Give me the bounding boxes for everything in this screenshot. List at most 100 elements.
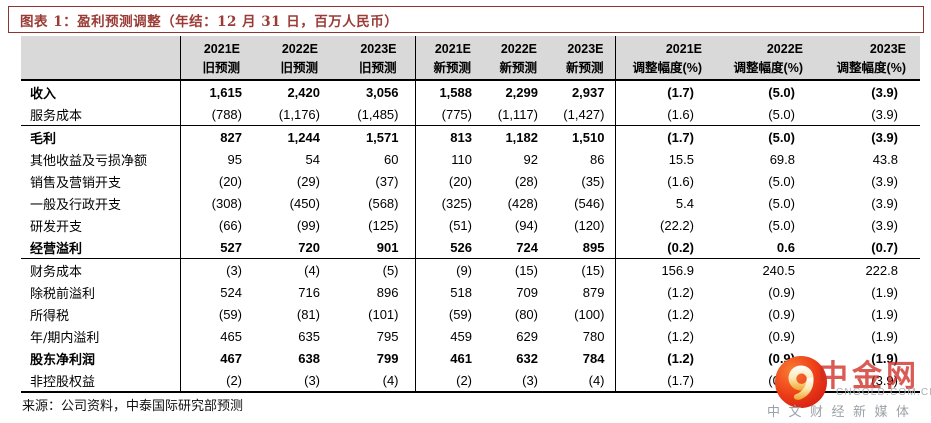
watermark-tagline: 中文财经新媒体 <box>767 404 918 419</box>
header-old-2022E: 2022E 旧预测 <box>258 36 336 81</box>
source-note: 来源：公司资料，中泰国际研究部预测 <box>22 399 244 414</box>
cell-value: 2,937 <box>571 84 605 100</box>
cell-value: (5.0) <box>768 217 795 233</box>
header-old-2023E: 2023E 旧预测 <box>336 36 415 81</box>
cell-value: (35) <box>581 173 605 189</box>
cell-value: (29) <box>296 173 320 189</box>
cell-value: 60 <box>384 151 399 167</box>
cell-value: 879 <box>582 284 605 300</box>
cell-value: (1.9) <box>871 328 898 344</box>
table-row: 其他收益及亏损净额 95 54 60 110 92 86 15.5 69.8 43.8 <box>21 148 920 170</box>
cell-value: 709 <box>516 284 538 300</box>
cell-value: 156.9 <box>614 258 716 281</box>
table-row: 毛利 827 1,244 1,571 813 1,182 1,510 (1.7) (5.0) (3… <box>21 125 920 148</box>
cell-value: 632 <box>516 350 538 366</box>
cell-value: 780 <box>582 328 605 344</box>
cell-value: 5.4 <box>614 192 716 214</box>
cell-value: (3.9) <box>871 84 898 100</box>
cell-value: (546) <box>574 195 605 211</box>
header-adj-2022E: 2022E 调整幅度(%) <box>716 36 817 81</box>
cell-value: (1.2) <box>614 347 716 369</box>
table-row: 一般及行政开支 (308) (450) (568) (325) (428) (546) 5.4… <box>21 192 920 214</box>
cell-value: (22.2) <box>614 214 716 236</box>
cell-value: 92 <box>523 151 538 167</box>
cell-value: (59) <box>179 303 258 325</box>
cell-value: (37) <box>375 173 399 189</box>
table-body: 收入 1,615 2,420 3,056 1,588 2,299 2,937 (1.7) (5.… <box>21 80 920 393</box>
cell-value: (788) <box>179 103 258 126</box>
cell-value: (1.6) <box>614 170 716 192</box>
cell-value: (4) <box>336 369 415 393</box>
cell-value: 716 <box>298 284 320 300</box>
cell-value: (120) <box>574 217 605 233</box>
cell-value: 69.8 <box>769 151 795 167</box>
cell-value: 467 <box>179 347 258 369</box>
header-adj-2021E: 2021E 调整幅度(%) <box>614 36 716 81</box>
table-row: 非控股权益(2)(3)(4)(2)(3)(4)(1.7)(0.9)(3.9) <box>21 369 920 393</box>
cell-value: (3.9) <box>871 129 898 145</box>
cell-value: (4) <box>304 262 320 278</box>
cell-value: (3.9) <box>817 369 920 393</box>
cell-value: 3,056 <box>365 84 399 100</box>
cell-value: 222.8 <box>865 262 898 278</box>
cell-value: (775) <box>414 103 482 126</box>
cell-value: (4) <box>548 369 615 393</box>
cell-value: 2,420 <box>287 84 320 100</box>
cell-value: 1,571 <box>365 129 399 145</box>
cell-value: 95 <box>179 148 258 170</box>
cell-value: 901 <box>336 236 415 259</box>
cell-value: (81) <box>296 306 320 322</box>
cell-value: (1.7) <box>614 125 716 148</box>
row-label: 其他收益及亏损净额 <box>30 153 148 169</box>
cell-value: 1,588 <box>414 80 482 103</box>
cell-value: (2) <box>414 369 482 393</box>
cell-value: (59) <box>414 303 482 325</box>
table-header: 2021E 旧预测 2022E 旧预测 2023E 旧预测 2021E 新预测 2022E 新预测… <box>21 36 920 81</box>
cell-value: (5.0) <box>768 173 795 189</box>
cell-value: (0.9) <box>768 328 795 344</box>
swirl-icon <box>788 365 814 400</box>
exhibit-title: 图表 1：盈利预测调整（年结：12 月 31 日，百万人民币） <box>20 13 399 30</box>
cell-value: (3) <box>482 369 548 393</box>
cell-value: 895 <box>548 236 615 259</box>
row-label: 一般及行政开支 <box>30 197 122 213</box>
cell-value: (15) <box>581 262 605 278</box>
cell-value: (0.2) <box>614 236 716 259</box>
cell-value: (0.9) <box>768 306 795 322</box>
cell-value: (0.7) <box>817 236 920 259</box>
header-old-2021E: 2021E 旧预测 <box>179 36 258 81</box>
cell-value: 43.8 <box>872 151 898 167</box>
row-label: 研发开支 <box>30 219 83 235</box>
cell-value: 526 <box>414 236 482 259</box>
cell-value: (3.9) <box>817 103 920 126</box>
cell-value: 461 <box>414 347 482 369</box>
row-label: 经营溢利 <box>21 236 180 259</box>
cell-value: (20) <box>414 170 482 192</box>
cell-value: (1,117) <box>482 103 548 126</box>
cell-value: (20) <box>179 170 258 192</box>
cell-value: (325) <box>414 192 482 214</box>
cell-value: (5) <box>382 262 399 278</box>
cell-value: (1.9) <box>871 350 898 366</box>
cell-value: (5.0) <box>768 129 795 145</box>
table-row: 经营溢利 527 720 901 526 724 895 (0.2) 0.6 (0.7) <box>21 236 920 259</box>
cngold-logo-icon <box>775 356 827 408</box>
cell-value: (5.0) <box>768 84 795 100</box>
cell-value: (3.9) <box>871 195 898 211</box>
row-label: 毛利 <box>30 130 57 146</box>
cell-value: 54 <box>305 151 320 167</box>
table-row: 年/期内溢利 465 635 795 459 629 780 (1.2) (0.9) (1.9) <box>21 325 920 347</box>
header-new-2021E: 2021E 新预测 <box>414 36 482 81</box>
cell-value: (1.2) <box>614 303 716 325</box>
table-row: 销售及营销开支 (20) (29) (37) (20) (28) (35) (1.6) (5.0… <box>21 170 920 192</box>
cell-value: (0.9) <box>768 284 795 300</box>
cell-value: (99) <box>296 217 320 233</box>
cell-value: (100) <box>574 306 605 322</box>
cell-value: 465 <box>179 325 258 347</box>
cell-value: 518 <box>414 281 482 303</box>
cell-value: 795 <box>376 328 399 344</box>
cell-value: (1,176) <box>258 103 336 126</box>
cell-value: (3) <box>179 258 258 281</box>
header-new-2023E: 2023E 新预测 <box>548 36 615 81</box>
